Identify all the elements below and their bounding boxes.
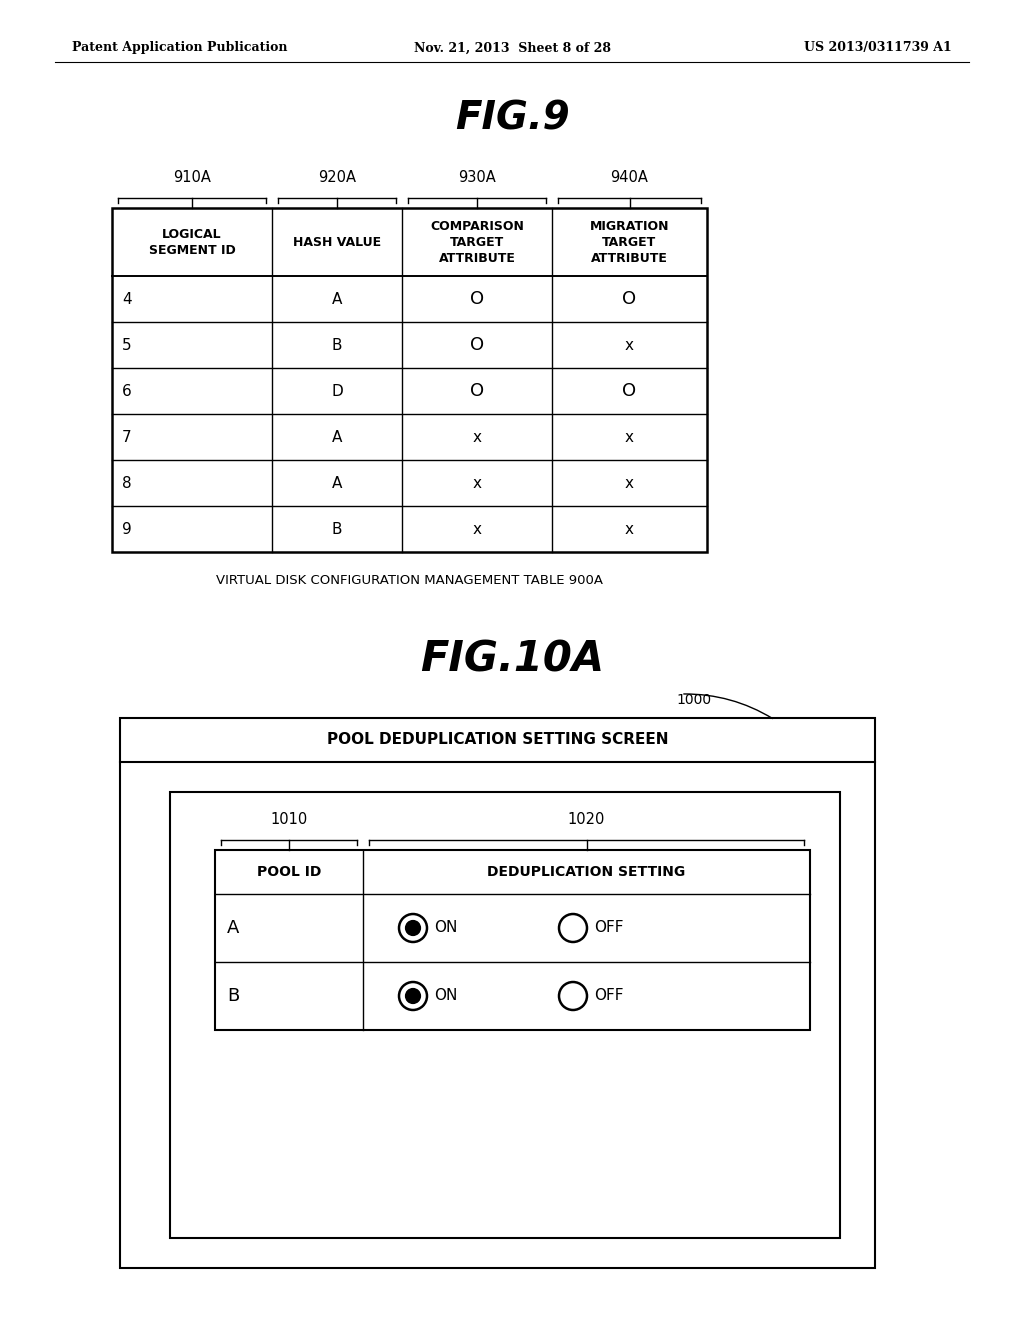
Text: 1000: 1000 [676,693,711,708]
Text: MIGRATION
TARGET
ATTRIBUTE: MIGRATION TARGET ATTRIBUTE [590,219,670,264]
Text: A: A [332,475,342,491]
Text: FIG.10A: FIG.10A [420,639,604,681]
Text: VIRTUAL DISK CONFIGURATION MANAGEMENT TABLE 900A: VIRTUAL DISK CONFIGURATION MANAGEMENT TA… [216,573,603,586]
Bar [215,850,810,1030]
Text: x: x [472,475,481,491]
Text: O: O [623,290,637,308]
Circle shape [404,987,421,1005]
Text: POOL DEDUPLICATION SETTING SCREEN: POOL DEDUPLICATION SETTING SCREEN [327,733,669,747]
Text: x: x [472,429,481,445]
Text: O: O [470,290,484,308]
Text: ON: ON [434,920,458,936]
Text: 940A: 940A [610,170,648,186]
Text: B: B [332,338,342,352]
Text: 5: 5 [122,338,132,352]
Text: x: x [472,521,481,536]
Text: O: O [623,381,637,400]
Text: FIG.9: FIG.9 [455,99,569,137]
Text: 930A: 930A [458,170,496,186]
Text: A: A [332,429,342,445]
Text: O: O [470,381,484,400]
Text: 8: 8 [122,475,132,491]
Text: OFF: OFF [594,989,624,1003]
Text: POOL ID: POOL ID [257,865,322,879]
Text: x: x [625,338,634,352]
Text: A: A [227,919,240,937]
Text: 920A: 920A [318,170,356,186]
Bar [112,209,707,552]
Text: OFF: OFF [594,920,624,936]
Bar [120,718,874,1269]
Text: LOGICAL
SEGMENT ID: LOGICAL SEGMENT ID [148,227,236,256]
Text: D: D [331,384,343,399]
Text: COMPARISON
TARGET
ATTRIBUTE: COMPARISON TARGET ATTRIBUTE [430,219,524,264]
Text: A: A [332,292,342,306]
Text: US 2013/0311739 A1: US 2013/0311739 A1 [804,41,952,54]
Text: 9: 9 [122,521,132,536]
Text: B: B [332,521,342,536]
Bar [170,792,840,1238]
Text: 6: 6 [122,384,132,399]
Text: x: x [625,475,634,491]
Text: 4: 4 [122,292,132,306]
Text: Patent Application Publication: Patent Application Publication [72,41,288,54]
Text: 1020: 1020 [568,813,605,828]
Text: 7: 7 [122,429,132,445]
Text: 1010: 1010 [270,813,307,828]
Text: x: x [625,521,634,536]
Text: B: B [227,987,240,1005]
Text: O: O [470,337,484,354]
Text: DEDUPLICATION SETTING: DEDUPLICATION SETTING [487,865,686,879]
Text: x: x [625,429,634,445]
Text: HASH VALUE: HASH VALUE [293,235,381,248]
Text: ON: ON [434,989,458,1003]
Text: 910A: 910A [173,170,211,186]
Circle shape [404,920,421,936]
Text: Nov. 21, 2013  Sheet 8 of 28: Nov. 21, 2013 Sheet 8 of 28 [414,41,610,54]
